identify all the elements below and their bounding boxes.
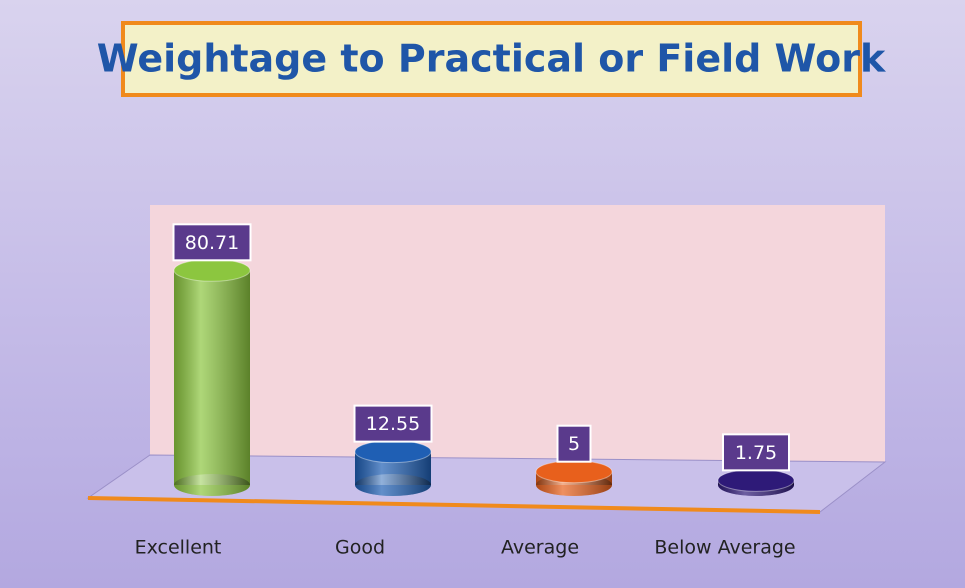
cylinder-top — [354, 440, 432, 464]
x-tick-label: Good — [335, 537, 385, 559]
cylinder: 12.55 — [353, 404, 433, 496]
cylinder: 1.75 — [717, 433, 795, 496]
title-box — [121, 21, 862, 97]
x-tick-label: Excellent — [135, 537, 222, 559]
value-label: 12.55 — [366, 413, 420, 435]
value-label-box — [722, 433, 790, 472]
cylinder-top — [535, 460, 613, 484]
cylinder: 80.71 — [172, 223, 252, 496]
cylinder-top — [173, 258, 251, 282]
chart-title: Weightage to Practical or Field Work — [97, 37, 886, 81]
value-label: 5 — [568, 433, 580, 455]
x-tick-label: Average — [501, 537, 579, 559]
floor-edge — [87, 496, 821, 514]
value-label: 80.71 — [185, 232, 239, 254]
back-wall — [150, 205, 885, 462]
value-label-box — [556, 424, 592, 463]
value-label-box — [172, 223, 252, 262]
value-label: 1.75 — [735, 442, 777, 464]
value-label-box — [353, 404, 433, 443]
cylinder-top — [717, 468, 795, 492]
cylinder-shade — [174, 270, 250, 485]
cylinder: 5 — [535, 424, 613, 496]
x-tick-label: Below Average — [654, 537, 795, 559]
